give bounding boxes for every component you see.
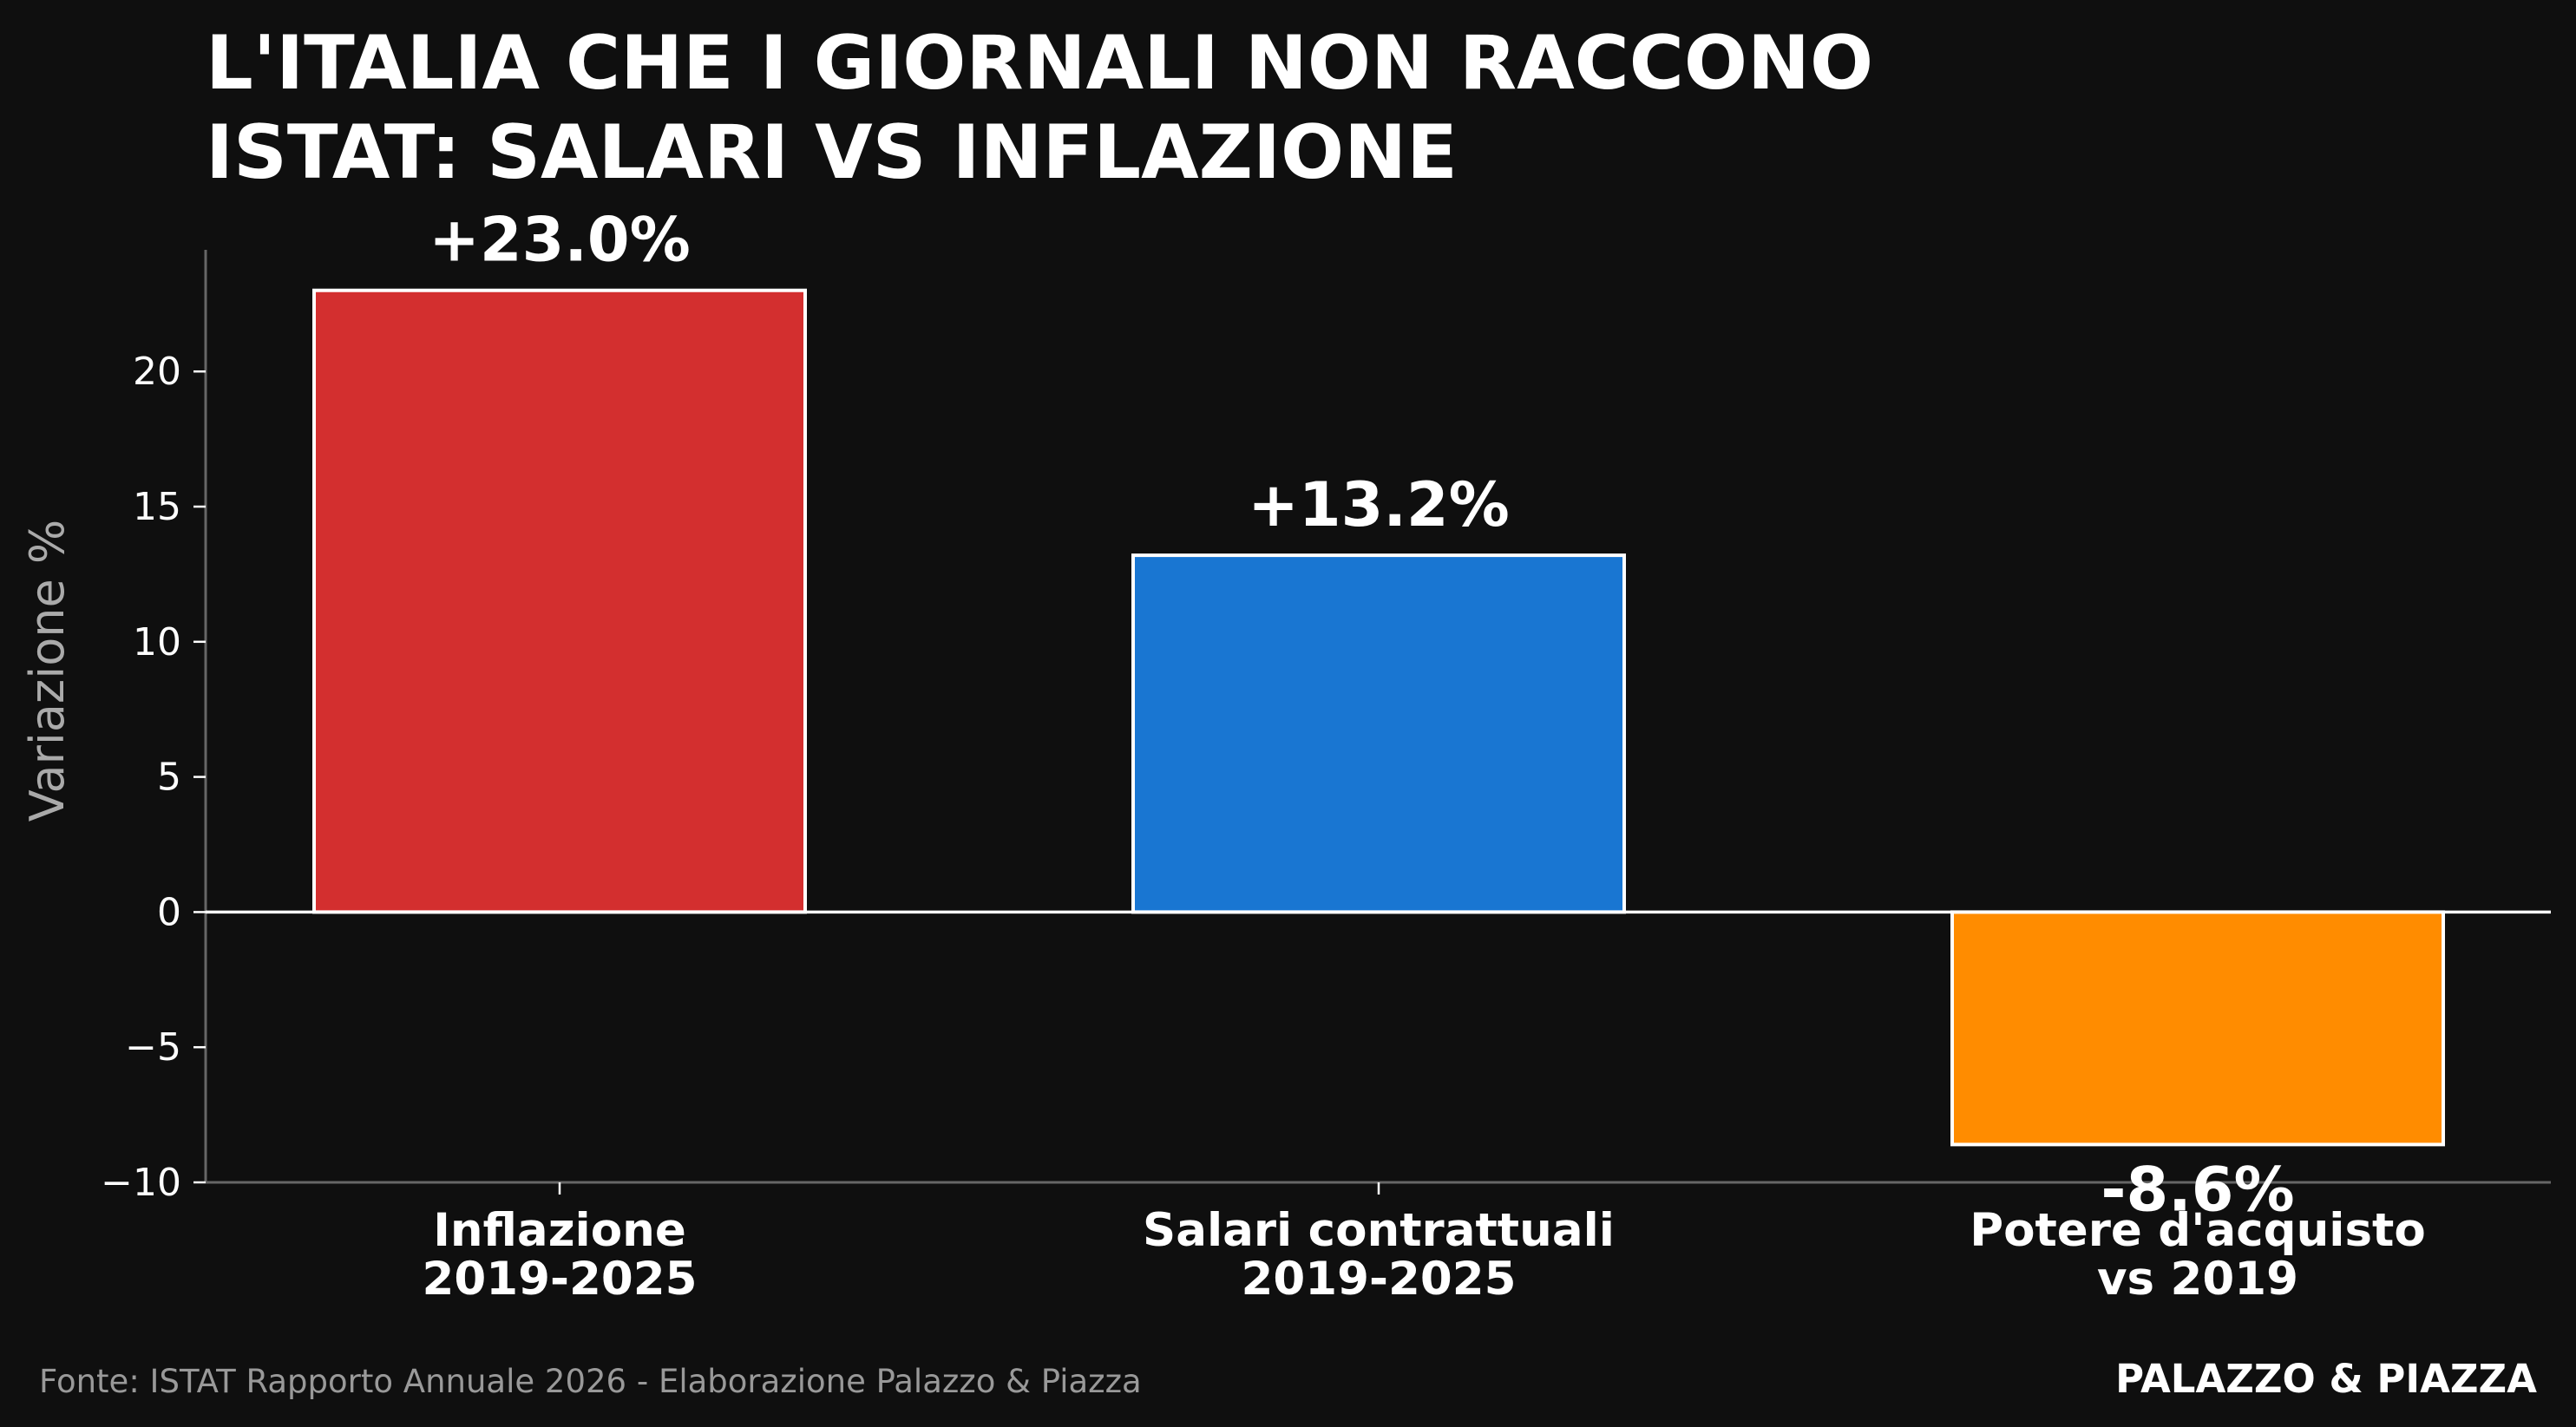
y-tick-label: 20 <box>133 350 181 394</box>
x-tick-label: Salari contrattuali <box>1143 1204 1615 1257</box>
bar-value-label: +23.0% <box>429 205 691 276</box>
bar <box>1131 553 1626 914</box>
x-tick-label: Inflazione <box>433 1204 686 1257</box>
y-axis-label: Variazione % <box>20 520 75 822</box>
x-tick-label: vs 2019 <box>2097 1253 2298 1306</box>
bar <box>312 288 807 914</box>
brand-logo: PALAZZO & PIAZZA <box>2115 1356 2537 1402</box>
value-labels: +23.0% +13.2% -8.6% <box>429 205 2294 1226</box>
chart-title: L'ITALIA CHE I GIORNALI NON RACCONO ISTA… <box>206 20 1873 196</box>
x-tick-label: Potere d'acquisto <box>1970 1204 2426 1257</box>
bar-value-label: -8.6% <box>2101 1154 2294 1225</box>
bar <box>1950 910 2445 1147</box>
y-axis: −10 −5 0 5 10 15 20 <box>101 250 207 1205</box>
y-tick-label: −5 <box>125 1025 181 1070</box>
y-tick-label: 5 <box>157 756 181 800</box>
x-tick-label: 2019-2025 <box>1241 1253 1516 1306</box>
y-tick-label: 10 <box>133 620 181 664</box>
chart-title-line-2: ISTAT: SALARI VS INFLAZIONE <box>206 109 1458 196</box>
source-note: Fonte: ISTAT Rapporto Annuale 2026 - Ela… <box>39 1363 1142 1400</box>
y-tick-label: 0 <box>157 890 181 934</box>
chart-title-line-1: L'ITALIA CHE I GIORNALI NON RACCONO <box>206 20 1873 107</box>
y-tick-label: −10 <box>101 1161 181 1205</box>
bars <box>206 288 2551 1147</box>
y-tick-label: 15 <box>133 485 181 529</box>
bar-value-label: +13.2% <box>1248 469 1510 540</box>
x-tick-label: 2019-2025 <box>422 1253 697 1306</box>
